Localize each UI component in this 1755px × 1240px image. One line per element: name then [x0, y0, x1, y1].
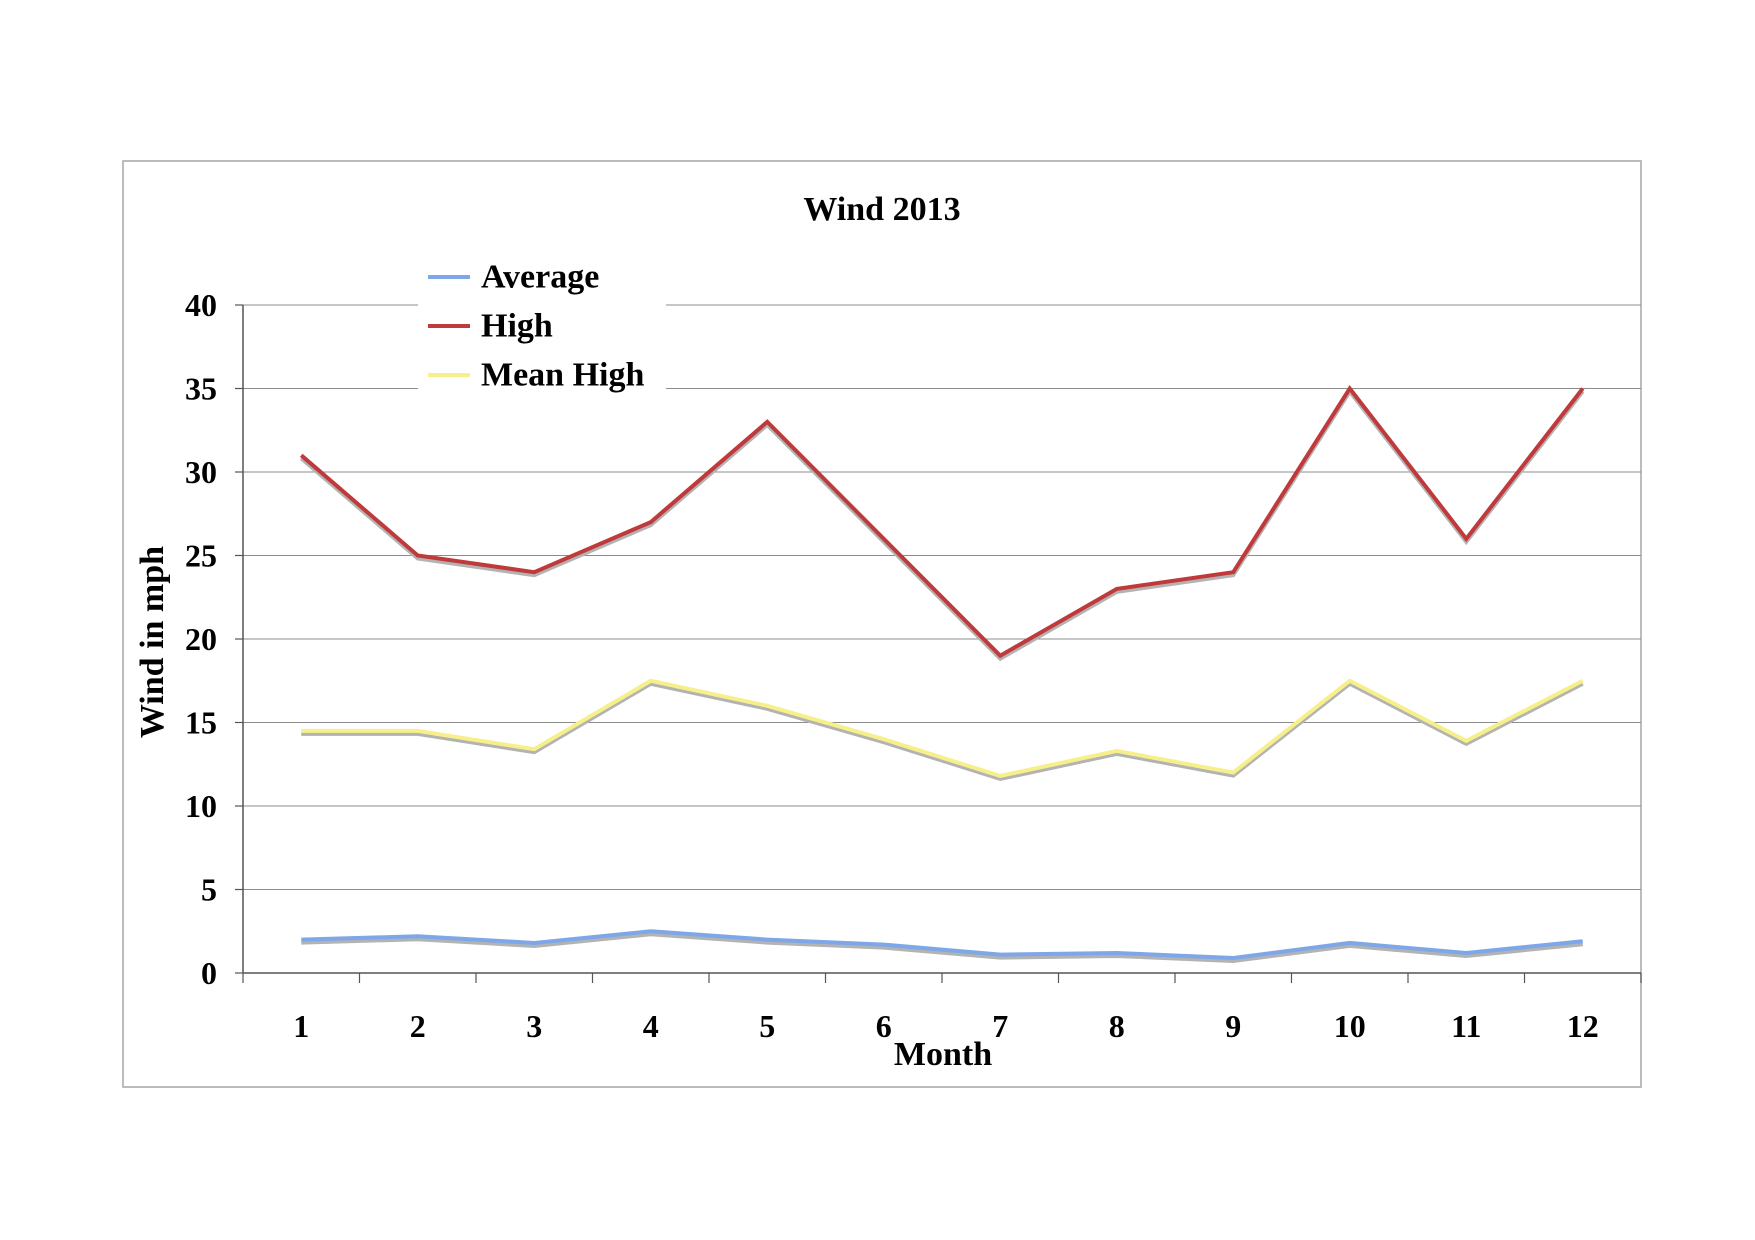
- x-tick-label: 12: [1567, 1008, 1599, 1044]
- series-line-mean-high: [301, 678, 1584, 779]
- x-tick-label: 5: [759, 1008, 775, 1044]
- y-tick-label: 5: [201, 872, 217, 908]
- x-tick-label: 2: [410, 1008, 426, 1044]
- y-tick-label: 25: [185, 538, 217, 574]
- grid-lines: [243, 304, 1641, 890]
- series-line-high: [299, 385, 1585, 659]
- x-axis-title: Month: [894, 1036, 992, 1073]
- series-lines: [299, 385, 1585, 963]
- y-tick-label: 10: [185, 788, 217, 824]
- legend-label: Mean High: [481, 357, 644, 394]
- legend-label: High: [481, 308, 553, 345]
- legend-label: Average: [481, 259, 599, 296]
- y-tick-label: 40: [185, 287, 217, 323]
- x-tick-label: 11: [1451, 1008, 1481, 1044]
- series-shadow-2: [301, 681, 1584, 782]
- y-tick-label: 30: [185, 454, 217, 490]
- series-shadow-0: [301, 932, 1583, 963]
- y-tick-label: 0: [201, 955, 217, 991]
- y-tick-label: 15: [185, 705, 217, 741]
- series-line-average: [301, 929, 1583, 960]
- x-tick-label: 4: [643, 1008, 659, 1044]
- y-axis-title: Wind in mph: [134, 546, 171, 738]
- x-tick-label: 8: [1109, 1008, 1125, 1044]
- x-tick-label: 6: [876, 1008, 892, 1044]
- x-tick-label: 3: [526, 1008, 542, 1044]
- legend: Average High Mean High: [418, 252, 666, 407]
- x-tick-label: 7: [992, 1008, 1008, 1044]
- x-tick-label: 10: [1334, 1008, 1366, 1044]
- x-tick-label: 1: [293, 1008, 309, 1044]
- x-tick-label: 9: [1225, 1008, 1241, 1044]
- chart-title: Wind 2013: [803, 191, 960, 228]
- y-tick-label: 20: [185, 621, 217, 657]
- y-tick-label: 35: [185, 371, 217, 407]
- chart-frame: [122, 160, 1642, 1088]
